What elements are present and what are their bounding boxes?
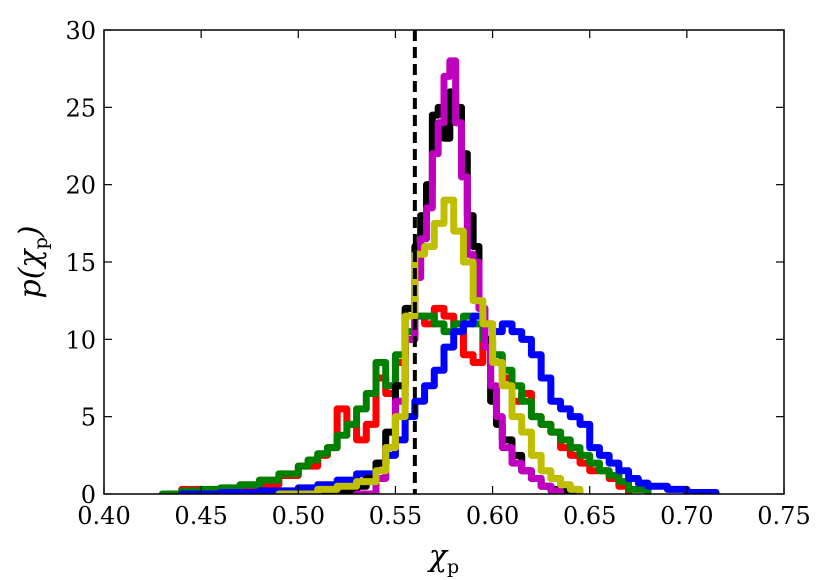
y-tick-label: 15 bbox=[65, 249, 96, 277]
y-axis: 0 5 10 15 20 25 30 bbox=[65, 17, 784, 509]
x-axis: 0.40 0.45 0.50 0.55 0.60 0.65 0.70 0.75 bbox=[77, 30, 811, 530]
y-tick-label: 25 bbox=[65, 94, 96, 122]
x-tick-label: 0.45 bbox=[174, 502, 227, 530]
y-tick-label: 10 bbox=[65, 326, 96, 354]
x-tick-label: 0.40 bbox=[77, 502, 130, 530]
x-tick-label: 0.50 bbox=[272, 502, 325, 530]
series-layer bbox=[158, 57, 720, 494]
y-tick-label: 0 bbox=[81, 481, 96, 509]
x-tick-label: 0.65 bbox=[563, 502, 616, 530]
series-line-3 bbox=[178, 312, 720, 494]
x-tick-label: 0.60 bbox=[466, 502, 519, 530]
x-tick-label: 0.55 bbox=[369, 502, 422, 530]
x-tick-label: 0.70 bbox=[660, 502, 713, 530]
series-line-6 bbox=[275, 196, 584, 494]
series-line-2 bbox=[158, 312, 652, 494]
y-tick-label: 30 bbox=[65, 17, 96, 45]
y-axis-label: p(χp) bbox=[13, 226, 52, 299]
x-tick-label: 0.75 bbox=[757, 502, 810, 530]
series-line-5 bbox=[353, 57, 565, 494]
y-tick-label: 20 bbox=[65, 172, 96, 200]
y-tick-label: 5 bbox=[81, 404, 96, 432]
x-axis-label: χp bbox=[427, 539, 459, 578]
